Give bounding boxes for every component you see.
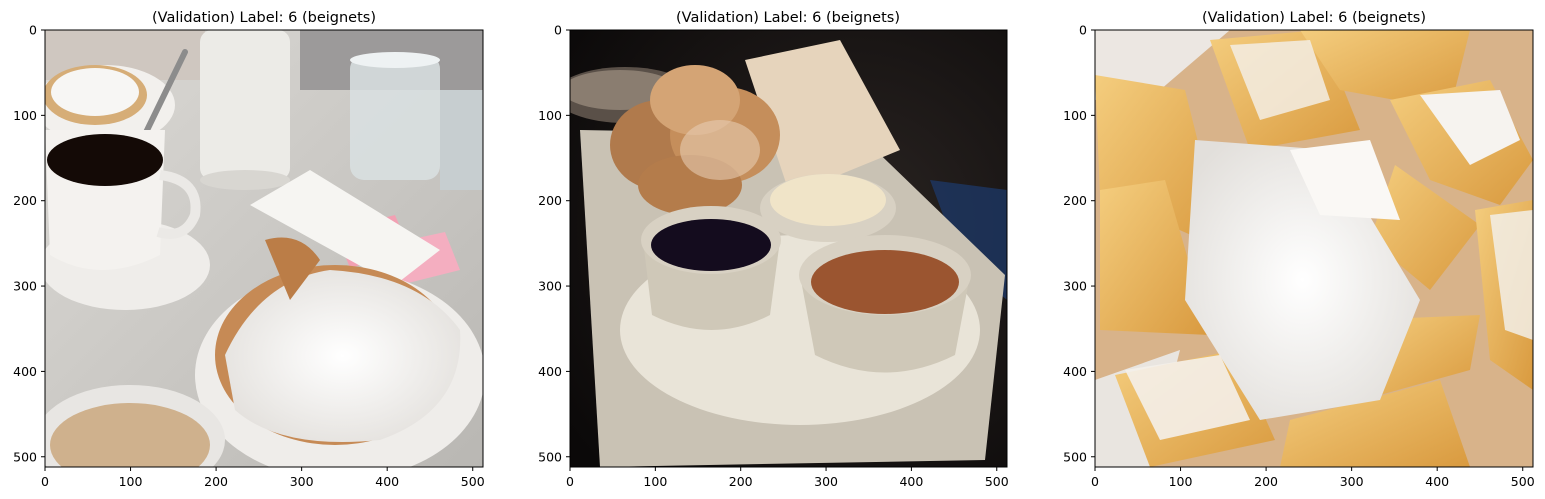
y-tick-label: 400: [1063, 364, 1087, 379]
panel-2-frame: [569, 29, 1008, 468]
y-tick-label: 0: [554, 23, 562, 38]
y-tick-label: 100: [538, 108, 562, 123]
panel-3-x-axis: 0 100 200 300 400 500: [1091, 467, 1535, 489]
y-tick-label: 300: [538, 279, 562, 294]
panel-1-x-axis: 0 100 200 300 400 500: [41, 467, 485, 489]
panel-1-frame: [44, 29, 484, 468]
x-tick-label: 500: [1511, 474, 1535, 489]
x-tick-label: 400: [1425, 474, 1449, 489]
panel-3-image: [1095, 30, 1533, 467]
panel-1-y-axis: 0 100 200 300 400 500: [13, 23, 45, 464]
x-tick-label: 500: [461, 474, 485, 489]
y-tick-label: 100: [1063, 108, 1087, 123]
x-tick-label: 0: [566, 474, 574, 489]
panel-2-title: (Validation) Label: 6 (beignets): [676, 10, 900, 26]
y-tick-label: 0: [1079, 23, 1087, 38]
x-tick-label: 300: [290, 474, 314, 489]
y-tick-label: 500: [13, 449, 37, 464]
y-tick-label: 0: [29, 23, 37, 38]
y-tick-label: 500: [538, 449, 562, 464]
y-tick-label: 300: [1063, 279, 1087, 294]
x-tick-label: 100: [1169, 474, 1193, 489]
panel-3: (Validation) Label: 6 (beignets): [1063, 10, 1535, 489]
x-tick-label: 400: [375, 474, 399, 489]
y-tick-label: 300: [13, 279, 37, 294]
x-tick-label: 200: [729, 474, 753, 489]
panel-1: (Validation) Label: 6 (beignets): [13, 10, 485, 489]
x-tick-label: 300: [814, 474, 838, 489]
panel-1-title: (Validation) Label: 6 (beignets): [152, 10, 376, 26]
panel-2-y-axis: 0 100 200 300 400 500: [538, 23, 570, 464]
x-tick-label: 200: [1254, 474, 1278, 489]
panel-3-title: (Validation) Label: 6 (beignets): [1202, 10, 1426, 26]
panel-2-image: [570, 30, 1007, 467]
panel-2-x-axis: 0 100 200 300 400 500: [566, 467, 1009, 489]
x-tick-label: 100: [119, 474, 143, 489]
y-tick-label: 400: [13, 364, 37, 379]
x-tick-label: 400: [899, 474, 923, 489]
y-tick-label: 400: [538, 364, 562, 379]
y-tick-label: 100: [13, 108, 37, 123]
panel-3-y-axis: 0 100 200 300 400 500: [1063, 23, 1095, 464]
y-tick-label: 200: [13, 193, 37, 208]
y-tick-label: 200: [538, 193, 562, 208]
y-tick-label: 200: [1063, 193, 1087, 208]
x-tick-label: 300: [1340, 474, 1364, 489]
x-tick-label: 0: [41, 474, 49, 489]
x-tick-label: 0: [1091, 474, 1099, 489]
y-tick-label: 500: [1063, 449, 1087, 464]
panel-1-image: [45, 30, 483, 467]
x-tick-label: 500: [985, 474, 1009, 489]
x-tick-label: 100: [643, 474, 667, 489]
x-tick-label: 200: [204, 474, 228, 489]
panel-3-frame: [1094, 29, 1534, 468]
panel-2: (Validation) Label: 6 (beignets): [538, 10, 1009, 489]
